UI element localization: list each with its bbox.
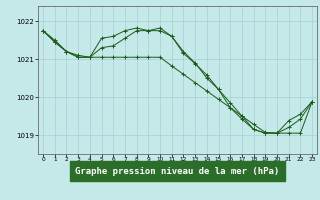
X-axis label: Graphe pression niveau de la mer (hPa): Graphe pression niveau de la mer (hPa) xyxy=(76,167,280,176)
